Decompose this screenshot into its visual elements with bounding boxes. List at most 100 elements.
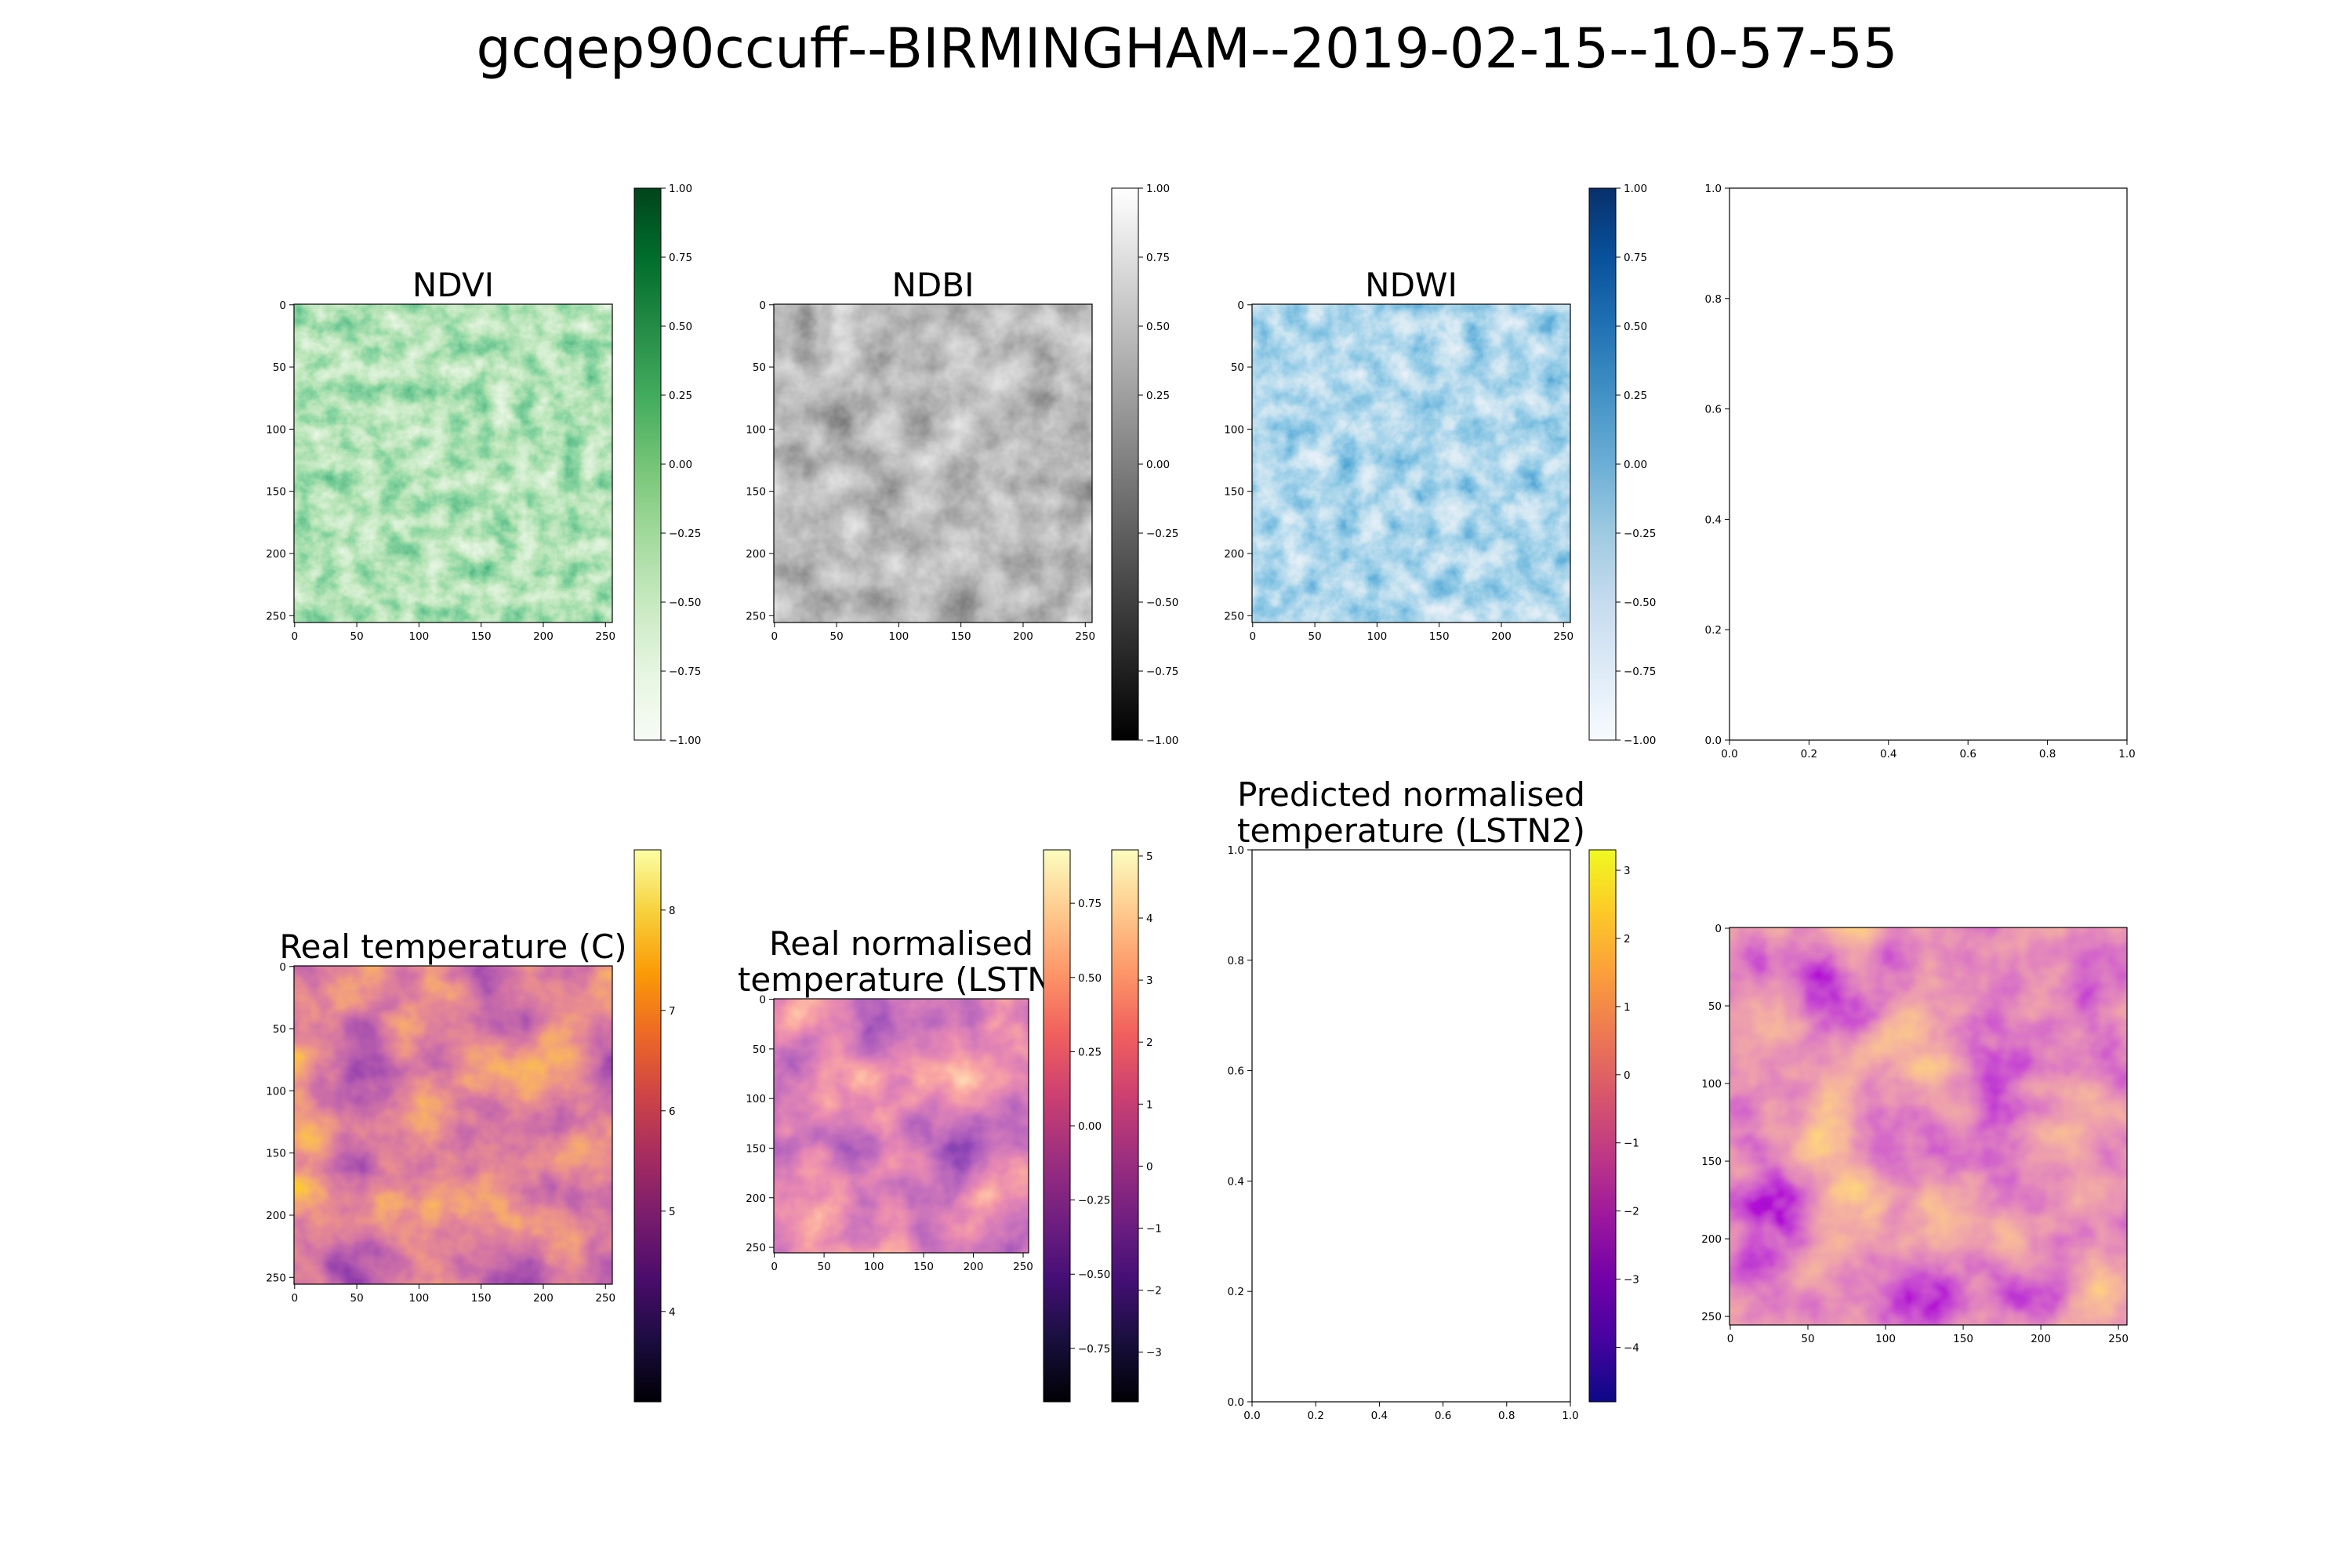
colorbar-1-tick-label: −0.75 [1146,666,1178,678]
colorbar-2-tick-label: −0.25 [1624,528,1656,540]
colorbar-2-tick-label: 0.50 [1624,321,1647,333]
panel-3: 0.0 0.2 0.4 0.6 0.8 1.0 1.0 0.8 0.6 0.4 0.2 0.0 [1705,183,2136,760]
x-tick-label-2: 100 [1367,630,1387,643]
x-tick-label-1: 150 [951,630,971,643]
y-tick-label-6: 0.4 [1228,1175,1244,1188]
panel-6-title: temperature (LSTN2) [1237,811,1585,850]
y-tick-label-4: 250 [266,1272,286,1284]
colorbar-4-tick-label: 6 [669,1105,676,1118]
x-tick-label-2: 50 [1308,630,1321,643]
x-tick-label-6: 0.8 [1498,1410,1515,1422]
colorbar-5-tick-label: −0.50 [1078,1269,1110,1281]
colorbar-2-tick-label: −1.00 [1624,735,1656,747]
x-tick-label-4: 0 [291,1292,298,1305]
panel-0: 0 50 100 150 200 250 0 50 100 150 200 250 NDVI [266,266,615,643]
y-tick-label-6: 0.2 [1228,1286,1244,1298]
x-tick-label-5: 250 [1013,1261,1033,1273]
x-tick-label-0: 100 [408,630,429,643]
x-tick-label-4: 150 [471,1292,492,1305]
y-tick-label-3: 0.6 [1705,404,1722,416]
colorbar-4-tick-label: 4 [669,1306,676,1319]
panel-7: 0 50 100 150 200 250 0 50 100 150 200 250 [1701,923,2129,1345]
colorbar-0-tick-label: −1.00 [669,735,701,747]
panel-4-title: Real temperature (C) [279,927,626,966]
colorbar-0-tick-label: −0.75 [669,666,701,678]
colorbar-0 [633,187,662,741]
axes-frame-7 [1729,927,2128,1326]
colorbar-1-tick-label: −1.00 [1146,735,1178,747]
y-tick-label-3: 0.4 [1705,514,1722,526]
x-tick-label-5: 0 [771,1261,778,1273]
panel-4: 0 50 100 150 200 250 0 50 100 150 200 250 Real tempe… [266,927,626,1305]
x-tick-label-6: 1.0 [1562,1410,1578,1422]
colorbar-5-b-tick-label: −3 [1146,1347,1162,1359]
colorbar-6-tick-label: −2 [1624,1206,1639,1218]
panel-2: 0 50 100 150 200 250 0 50 100 150 200 250 NDWI [1224,266,1573,643]
heatmap-image-5 [774,999,1029,1253]
colorbar-1-tick-label: 0.75 [1146,252,1170,264]
y-tick-label-6: 0.0 [1228,1396,1244,1409]
colorbar-0-tick-label: 1.00 [669,183,692,195]
colorbar-5-tick-label: 0.75 [1078,898,1102,910]
y-tick-label-1: 50 [753,361,766,374]
panel-0-title: NDVI [412,266,494,304]
y-tick-label-0: 250 [266,610,286,622]
heatmap-image-7 [1730,927,2127,1325]
x-tick-label-5: 100 [864,1261,884,1273]
colorbar-4-tick-label: 7 [669,1005,676,1018]
colorbar-1-tick-label: 0.25 [1146,390,1170,402]
colorbar-5-tick-label: −0.75 [1078,1343,1110,1356]
x-tick-label-7: 250 [2108,1333,2129,1345]
y-tick-label-0: 0 [279,299,286,312]
axes-frame-5 [773,998,1029,1254]
x-tick-label-3: 0.6 [1959,748,1976,760]
colorbar-0-tick-label: −0.50 [669,597,701,609]
colorbar-6-tick-label: 1 [1624,1001,1631,1014]
x-tick-label-0: 0 [291,630,298,643]
colorbar-5-tick-label: 0.25 [1078,1046,1102,1058]
colorbar-5-b-tick-label: 2 [1146,1036,1153,1049]
y-tick-label-4: 150 [266,1148,286,1160]
y-tick-label-0: 150 [266,486,286,499]
y-tick-label-5: 100 [746,1093,766,1105]
y-tick-label-2: 50 [1231,361,1244,374]
x-tick-label-4: 50 [350,1292,363,1305]
x-tick-label-7: 50 [1801,1333,1814,1345]
colorbar-2-tick-label: 0.25 [1624,390,1647,402]
colorbar-1-tick-label: 1.00 [1146,183,1170,195]
colorbar-5-b-tick-label: −1 [1146,1223,1162,1236]
x-tick-label-3: 0.4 [1880,748,1896,760]
heatmap-image-0 [294,304,612,622]
x-tick-label-6: 0.6 [1435,1410,1451,1422]
colorbar-0-tick-label: −0.25 [669,528,701,540]
colorbar-0-tick-label: 0.25 [669,390,692,402]
y-tick-label-2: 250 [1224,610,1244,622]
axes-frame-4 [293,965,613,1285]
colorbar-5-b-tick-label: 3 [1146,975,1153,987]
y-tick-label-1: 200 [746,548,766,561]
y-tick-label-4: 100 [266,1085,286,1098]
x-tick-label-0: 250 [595,630,615,643]
colorbar-6-tick-label: 0 [1624,1069,1631,1082]
panel-1-title: NDBI [892,266,975,304]
colorbar-6-tick-label: −4 [1624,1341,1639,1354]
colorbar-1-tick-label: 0.00 [1146,459,1170,471]
x-tick-label-7: 150 [1953,1333,1973,1345]
colorbar-6-tick-label: 3 [1624,865,1631,877]
y-tick-label-5: 150 [746,1142,766,1155]
y-tick-label-2: 0 [1237,299,1244,312]
y-tick-label-1: 0 [759,299,766,312]
y-tick-label-4: 50 [273,1023,286,1036]
x-tick-label-1: 100 [888,630,909,643]
y-tick-label-5: 0 [759,994,766,1007]
panel-2-title: NDWI [1365,266,1457,304]
panel-5-title: Real normalised [769,924,1033,963]
colorbar-5-b-tick-label: 1 [1146,1098,1153,1111]
y-tick-label-7: 250 [1701,1311,1722,1323]
colorbar-5 [1043,849,1071,1403]
heatmap-image-2 [1252,304,1570,622]
y-tick-label-7: 0 [1715,923,1722,935]
colorbar-4 [633,849,662,1403]
colorbar-5-tick-label: 0.00 [1078,1120,1102,1133]
